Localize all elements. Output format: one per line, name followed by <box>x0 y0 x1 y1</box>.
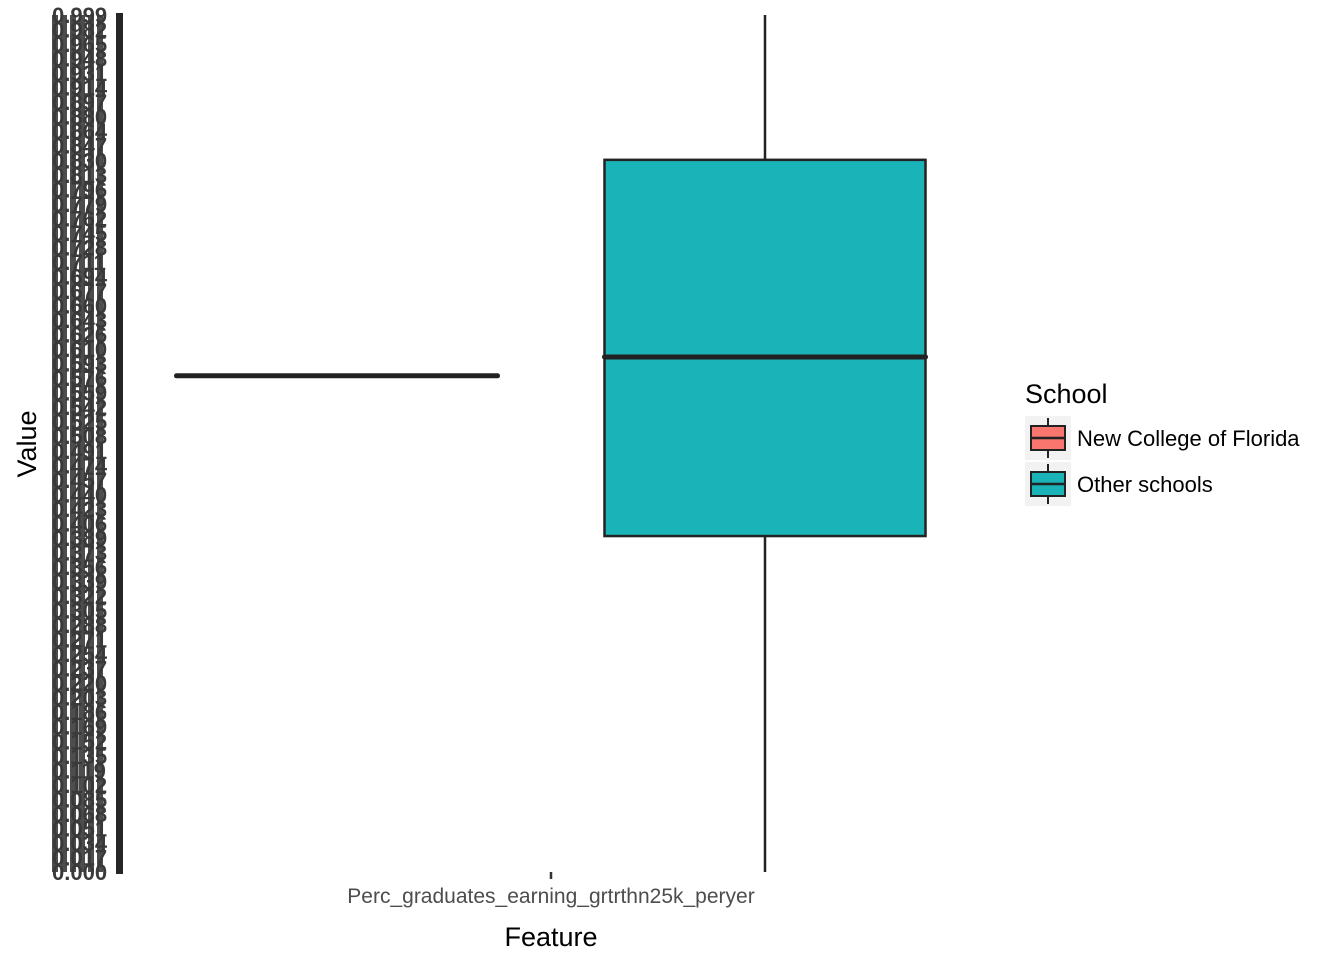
legend-entry: Other schools <box>1025 462 1213 506</box>
box-other-schools <box>602 15 928 872</box>
x-axis: Perc_graduates_earning_grtrthn25k_peryer <box>347 872 755 908</box>
box-new-college-of-florida <box>174 373 500 379</box>
legend-entry: New College of Florida <box>1025 416 1300 460</box>
x-axis-title: Feature <box>504 922 597 952</box>
legend: School New College of Florida Other schoo… <box>1025 379 1300 506</box>
y-axis: 0.0000.0170.0340.0510.0680.0850.1020.119… <box>52 3 123 885</box>
y-tick-label-overlap <box>88 15 94 872</box>
y-tick-labels-smear: 0.0000.0170.0340.0510.0680.0850.1020.119… <box>52 3 108 885</box>
x-tick-label: Perc_graduates_earning_grtrthn25k_peryer <box>347 885 754 908</box>
y-tick-label: 0.119 <box>52 758 106 783</box>
y-axis-title: Value <box>12 410 42 477</box>
y-tick-label-overlap <box>52 15 58 872</box>
y-tick-label-overlap <box>61 15 67 872</box>
y-tick-label-overlap <box>97 15 103 872</box>
legend-label: New College of Florida <box>1077 426 1300 451</box>
legend-title: School <box>1025 379 1108 409</box>
legend-label: Other schools <box>1077 472 1213 497</box>
y-axis-line <box>116 13 123 874</box>
plot-area <box>174 15 928 872</box>
y-tick-label: 0.711 <box>52 250 106 275</box>
y-tick-label-overlap <box>79 15 85 872</box>
y-tick-label-overlap <box>70 15 76 872</box>
box-iqr <box>603 158 927 538</box>
